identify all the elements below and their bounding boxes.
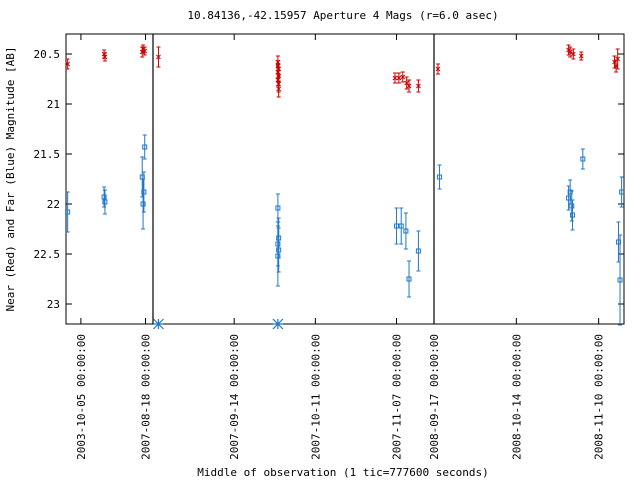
series-2-asterisk	[153, 318, 284, 330]
data-point-x	[570, 51, 576, 57]
series-0-x	[65, 44, 621, 98]
data-point-square	[142, 144, 148, 150]
data-point-asterisk	[153, 318, 164, 330]
plot-frame	[65, 33, 625, 325]
data-point-square	[102, 199, 108, 205]
x-tick-label: 2003-10-05 00:00:00	[75, 334, 88, 460]
x-tick-label: 2008-10-14 00:00:00	[510, 334, 523, 460]
data-point-square	[398, 223, 404, 229]
data-point-square	[617, 277, 623, 283]
x-tick-label: 2007-10-11 00:00:00	[309, 334, 322, 460]
data-point-square	[276, 247, 282, 253]
y-tick-label: 20.5	[34, 48, 61, 61]
x-tick-label: 2008-09-17 00:00:00	[428, 334, 441, 460]
data-point-square	[101, 194, 107, 200]
y-tick-label: 22.5	[34, 248, 61, 261]
data-point-x	[406, 83, 412, 89]
chart-title: 10.84136,-42.15957 Aperture 4 Mags (r=6.…	[187, 9, 498, 22]
data-point-square	[569, 203, 575, 209]
data-point-x	[567, 49, 573, 55]
data-point-square	[275, 253, 281, 259]
data-point-asterisk	[272, 318, 284, 330]
data-point-square	[570, 212, 576, 218]
data-point-square	[141, 189, 147, 195]
series-1-square	[65, 134, 625, 326]
x-axis-label: Middle of observation (1 tic=777600 seco…	[197, 466, 488, 479]
data-point-square	[619, 189, 625, 195]
data-point-x	[156, 54, 161, 60]
x-tick-label: 2007-08-18 00:00:00	[140, 334, 153, 460]
data-point-square	[394, 223, 400, 229]
data-point-x	[142, 48, 148, 54]
y-tick-label: 21.5	[34, 148, 61, 161]
x-tick-label: 2007-09-14 00:00:00	[228, 334, 241, 460]
data-point-x	[392, 75, 398, 81]
data-point-square	[415, 248, 421, 254]
x-axis: 2003-10-05 00:00:00 2007-08-18 00:00:00 20…	[75, 34, 606, 460]
data-point-x	[275, 69, 281, 75]
y-tick-label: 22	[47, 198, 60, 211]
y-tick-label: 23	[47, 298, 60, 311]
data-point-square	[580, 156, 586, 162]
x-tick-label: 2008-11-10 00:00:00	[593, 334, 606, 460]
x-tick-label: 2007-11-07 00:00:00	[391, 334, 404, 460]
y-tick-label: 21	[47, 98, 60, 111]
data-point-square	[403, 228, 409, 234]
data-point-square	[275, 205, 281, 211]
data-point-x	[276, 86, 282, 92]
data-point-square	[140, 201, 146, 207]
series-layer	[65, 44, 625, 330]
y-axis-label: Near (Red) and Far (Blue) Magnitude [AB]	[4, 47, 17, 312]
data-point-square	[406, 276, 412, 282]
data-point-x	[65, 61, 71, 67]
data-point-x	[102, 54, 108, 60]
data-point-x	[615, 56, 621, 62]
y-axis: 20.5 21 21.5 22 22.5 23	[34, 48, 624, 311]
data-point-x	[400, 74, 406, 80]
data-point-x	[435, 66, 441, 72]
data-point-x	[396, 75, 402, 81]
data-point-square	[437, 174, 443, 180]
data-point-x	[578, 53, 584, 59]
panel-dividers	[152, 34, 435, 324]
data-point-x	[416, 83, 421, 89]
data-point-square	[65, 209, 71, 215]
